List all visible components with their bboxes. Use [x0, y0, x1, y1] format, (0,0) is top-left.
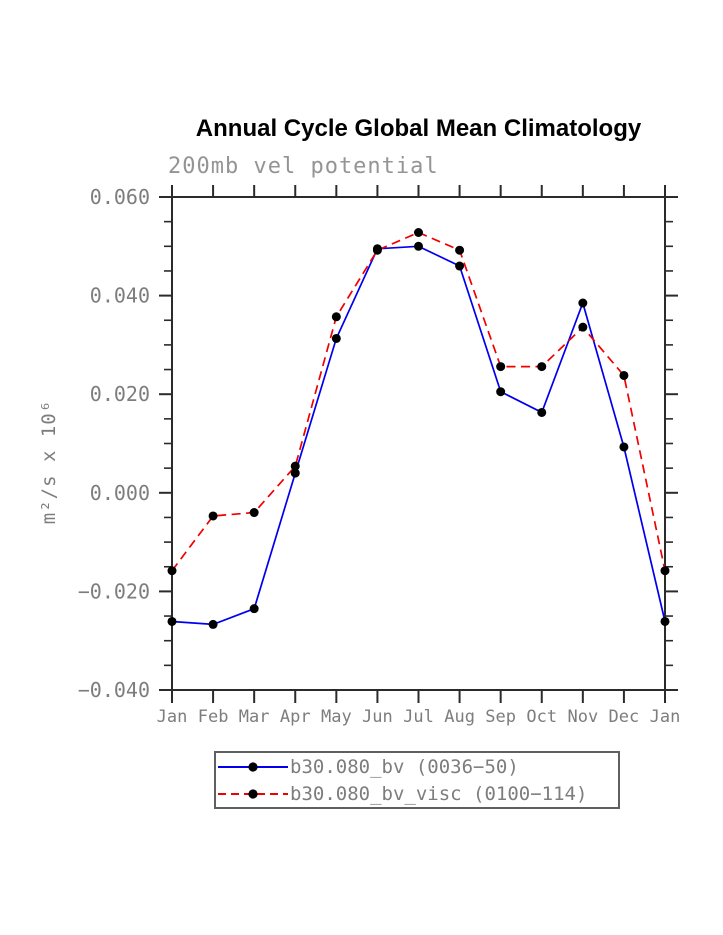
- series-line-0: [171, 245, 666, 626]
- data-point: [496, 362, 506, 372]
- y-tick-label: 0.000: [90, 481, 150, 505]
- legend-label: b30.080_bv_visc (0100−114): [290, 782, 588, 805]
- legend-marker-icon: [248, 761, 258, 772]
- legend-item: b30.080_bv_visc (0100−114): [216, 780, 618, 807]
- data-point: [455, 261, 465, 271]
- data-point: [537, 362, 547, 372]
- data-point: [578, 322, 588, 332]
- data-point: [660, 616, 670, 626]
- plot-frame: [171, 196, 666, 691]
- data-point: [496, 387, 506, 397]
- y-tick-label: −0.040: [78, 678, 150, 702]
- chart-subtitle: 200mb vel potential: [168, 154, 439, 179]
- data-point: [167, 566, 177, 576]
- data-point: [660, 566, 670, 576]
- legend-item: b30.080_bv (0036−50): [216, 753, 618, 780]
- x-tick-label: Aug: [444, 707, 475, 727]
- x-tick-label: Nov: [567, 707, 598, 727]
- x-tick-label: Oct: [526, 707, 557, 727]
- legend: b30.080_bv (0036−50) b30.080_bv_visc (01…: [214, 751, 620, 809]
- data-point: [619, 442, 629, 452]
- data-point: [208, 619, 218, 629]
- data-point: [372, 245, 382, 255]
- data-point: [578, 298, 588, 308]
- x-tick-label: Jan: [157, 707, 188, 727]
- chart-title: Annual Cycle Global Mean Climatology: [195, 115, 642, 142]
- x-tick-label: Apr: [280, 707, 311, 727]
- x-tick-label: May: [321, 707, 352, 727]
- data-point: [414, 227, 423, 237]
- data-point: [290, 461, 300, 471]
- x-tick-label: Jan: [650, 707, 681, 727]
- data-point: [455, 245, 465, 255]
- data-point: [249, 604, 259, 614]
- data-point: [290, 468, 300, 478]
- x-tick-label: Jul: [403, 707, 434, 727]
- data-point: [414, 241, 423, 251]
- x-tick-label: Feb: [198, 707, 229, 727]
- data-point: [331, 312, 341, 322]
- data-point: [537, 407, 547, 417]
- data-point: [208, 511, 218, 521]
- y-tick-label: 0.040: [90, 284, 150, 308]
- data-point: [619, 370, 629, 380]
- y-tick-label: −0.020: [78, 579, 150, 603]
- legend-label: b30.080_bv (0036−50): [290, 755, 519, 778]
- series-line-1: [171, 231, 666, 572]
- x-tick-label: Dec: [609, 707, 640, 727]
- x-tick-label: Sep: [485, 707, 516, 727]
- legend-marker-icon: [248, 788, 258, 799]
- data-point: [331, 333, 341, 343]
- data-point: [249, 508, 259, 518]
- y-tick-label: 0.020: [90, 382, 150, 406]
- legend-dashed-line-icon: [218, 788, 288, 799]
- x-tick-label: Mar: [239, 707, 270, 727]
- y-tick-label: 0.060: [90, 185, 150, 209]
- x-tick-label: Jun: [362, 707, 393, 727]
- data-point: [167, 616, 177, 626]
- legend-solid-line-icon: [218, 761, 288, 772]
